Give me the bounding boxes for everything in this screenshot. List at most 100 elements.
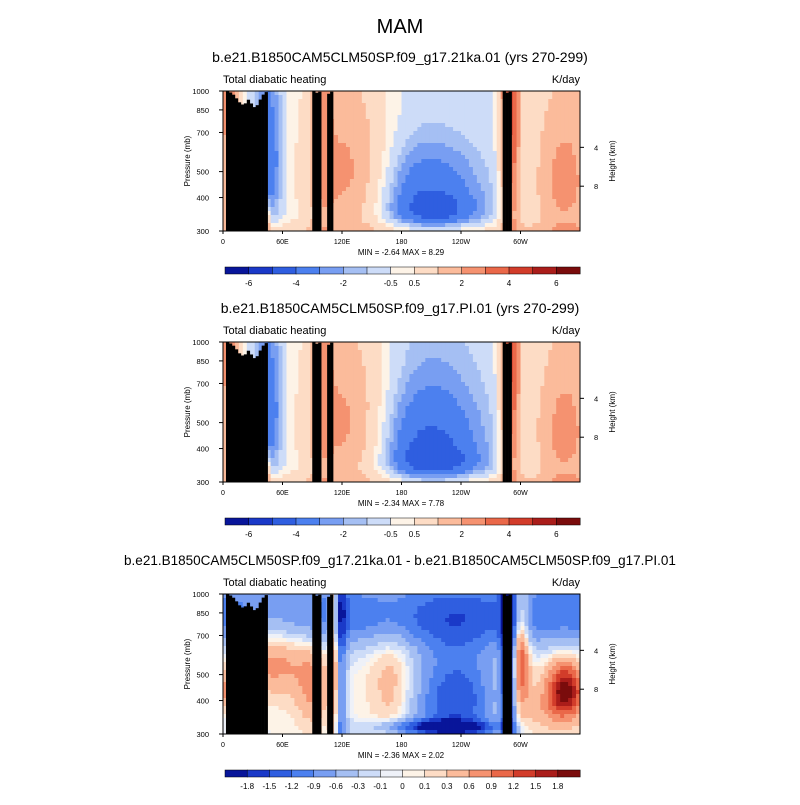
heatmap-cell <box>536 223 540 227</box>
xtick-label: 120E <box>334 239 351 246</box>
heatmap-cell <box>528 203 532 207</box>
heatmap-cell <box>358 159 362 163</box>
heatmap-cell <box>433 219 437 223</box>
terrain-block <box>250 103 253 231</box>
heatmap-cell <box>497 99 501 103</box>
heatmap-cell <box>417 350 421 354</box>
heatmap-cell <box>394 143 398 147</box>
heatmap-cell <box>354 350 358 354</box>
heatmap-cell <box>409 131 413 135</box>
heatmap-cell <box>572 111 576 115</box>
heatmap-cell <box>334 207 338 211</box>
heatmap-cell <box>413 171 417 175</box>
heatmap-cell <box>302 350 306 354</box>
heatmap-cell <box>564 219 568 223</box>
heatmap-cell <box>449 191 453 195</box>
heatmap-cell <box>286 155 290 159</box>
heatmap-cell <box>465 398 469 402</box>
heatmap-cell <box>378 362 382 366</box>
heatmap-cell <box>382 183 386 187</box>
y-axis-label: Pressure (mb) <box>183 135 192 186</box>
heatmap-cell <box>370 215 374 219</box>
heatmap-cell <box>461 99 465 103</box>
heatmap-cell <box>346 95 350 99</box>
heatmap-cell <box>286 159 290 163</box>
heatmap-cell <box>402 203 406 207</box>
heatmap-cell <box>524 386 528 390</box>
heatmap-cell <box>362 366 366 370</box>
heatmap-cell <box>374 207 378 211</box>
heatmap-cell <box>286 179 290 183</box>
heatmap-cell <box>386 107 390 111</box>
heatmap-cell <box>552 147 556 151</box>
heatmap-cell <box>457 159 461 163</box>
heatmap-cell <box>445 147 449 151</box>
heatmap-cell <box>255 91 259 95</box>
heatmap-cell <box>386 95 390 99</box>
heatmap-cell <box>481 370 485 374</box>
heatmap-cell <box>513 203 517 207</box>
heatmap-cell <box>449 346 453 350</box>
heatmap-cell <box>453 135 457 139</box>
heatmap-cell <box>398 151 402 155</box>
heatmap-cell <box>374 175 378 179</box>
heatmap-cell <box>544 95 548 99</box>
heatmap-cell <box>473 171 477 175</box>
heatmap-cell <box>473 390 477 394</box>
heatmap-cell <box>473 99 477 103</box>
heatmap-cell <box>405 151 409 155</box>
heatmap-cell <box>473 402 477 406</box>
heatmap-cell <box>568 191 572 195</box>
heatmap-cell <box>477 99 481 103</box>
heatmap-cell <box>493 215 497 219</box>
heatmap-cell <box>298 223 302 227</box>
heatmap-cell <box>302 179 306 183</box>
heatmap-cell <box>398 406 402 410</box>
heatmap-cell <box>386 115 390 119</box>
heatmap-cell <box>560 207 564 211</box>
heatmap-cell <box>271 179 275 183</box>
heatmap-cell <box>540 103 544 107</box>
heatmap-cell <box>386 211 390 215</box>
heatmap-cell <box>421 223 425 227</box>
heatmap-cell <box>437 107 441 111</box>
heatmap-cell <box>275 366 279 370</box>
heatmap-cell <box>294 171 298 175</box>
heatmap-cell <box>271 350 275 354</box>
heatmap-cell <box>322 91 326 95</box>
heatmap-cell <box>497 115 501 119</box>
heatmap-cell <box>528 95 532 99</box>
heatmap-cell <box>405 374 409 378</box>
heatmap-cell <box>556 107 560 111</box>
heatmap-cell <box>338 414 342 418</box>
heatmap-cell <box>362 183 366 187</box>
heatmap-cell <box>421 119 425 123</box>
heatmap-cell <box>417 127 421 131</box>
heatmap-cell <box>517 147 521 151</box>
heatmap-cell <box>560 187 564 191</box>
heatmap-cell <box>568 414 572 418</box>
heatmap-cell <box>473 346 477 350</box>
heatmap-cell <box>477 171 481 175</box>
heatmap-cell <box>275 127 279 131</box>
heatmap-cell <box>366 354 370 358</box>
heatmap-cell <box>378 151 382 155</box>
heatmap-cell <box>354 390 358 394</box>
heatmap-cell <box>235 91 239 95</box>
heatmap-cell <box>469 350 473 354</box>
heatmap-cell <box>485 199 489 203</box>
heatmap-cell <box>481 99 485 103</box>
heatmap-cell <box>271 370 275 374</box>
heatmap-cell <box>306 402 310 406</box>
heatmap-cell <box>298 394 302 398</box>
heatmap-cell <box>544 195 548 199</box>
terrain-block <box>262 95 265 231</box>
heatmap-cell <box>497 183 501 187</box>
heatmap-cell <box>469 386 473 390</box>
heatmap-cell <box>544 163 548 167</box>
heatmap-cell <box>544 374 548 378</box>
heatmap-cell <box>437 398 441 402</box>
heatmap-cell <box>334 127 338 131</box>
heatmap-cell <box>572 219 576 223</box>
heatmap-cell <box>417 410 421 414</box>
